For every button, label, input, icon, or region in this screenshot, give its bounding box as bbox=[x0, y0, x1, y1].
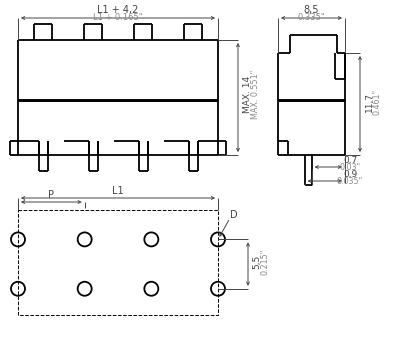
Text: D: D bbox=[230, 210, 238, 220]
Text: 11,7: 11,7 bbox=[364, 92, 374, 112]
Text: 0,7: 0,7 bbox=[343, 155, 357, 164]
Text: 8,5: 8,5 bbox=[304, 5, 319, 15]
Text: 5,5: 5,5 bbox=[252, 255, 262, 269]
Text: L1 + 4,2: L1 + 4,2 bbox=[97, 5, 139, 15]
Text: 0.461": 0.461" bbox=[372, 89, 382, 115]
Text: L1: L1 bbox=[112, 186, 124, 196]
Text: MAX. 14: MAX. 14 bbox=[244, 76, 252, 113]
Text: 0.035": 0.035" bbox=[337, 177, 363, 186]
Text: MAX. 0.551": MAX. 0.551" bbox=[252, 70, 260, 119]
Text: 0.03": 0.03" bbox=[340, 163, 360, 172]
Text: L1 + 0.165": L1 + 0.165" bbox=[93, 13, 143, 22]
Text: 0.215": 0.215" bbox=[260, 249, 270, 275]
Text: 0.335": 0.335" bbox=[298, 13, 325, 22]
Text: 0,9: 0,9 bbox=[343, 169, 357, 178]
Text: P: P bbox=[48, 190, 54, 200]
